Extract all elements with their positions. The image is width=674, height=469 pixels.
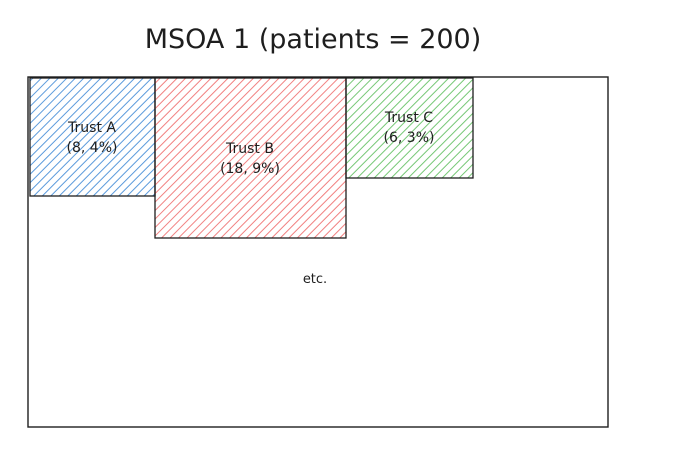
trust-b-detail: (18, 9%) xyxy=(220,161,280,177)
trust-a-name: Trust A xyxy=(67,120,116,136)
trust-a-rect xyxy=(29,77,156,197)
trust-c-detail: (6, 3%) xyxy=(384,130,435,146)
trust-b-box: Trust B (18, 9%) xyxy=(154,77,347,239)
trust-c-box: Trust C (6, 3%) xyxy=(345,77,474,179)
trust-c-name: Trust C xyxy=(384,110,433,126)
trust-c-rect xyxy=(345,77,474,179)
trust-a-box: Trust A (8, 4%) xyxy=(29,77,156,197)
trust-b-rect xyxy=(154,77,347,239)
trust-a-detail: (8, 4%) xyxy=(67,140,118,156)
trust-b-name: Trust B xyxy=(225,141,274,157)
etc-note: etc. xyxy=(303,272,327,287)
diagram-title: MSOA 1 (patients = 200) xyxy=(145,24,482,55)
